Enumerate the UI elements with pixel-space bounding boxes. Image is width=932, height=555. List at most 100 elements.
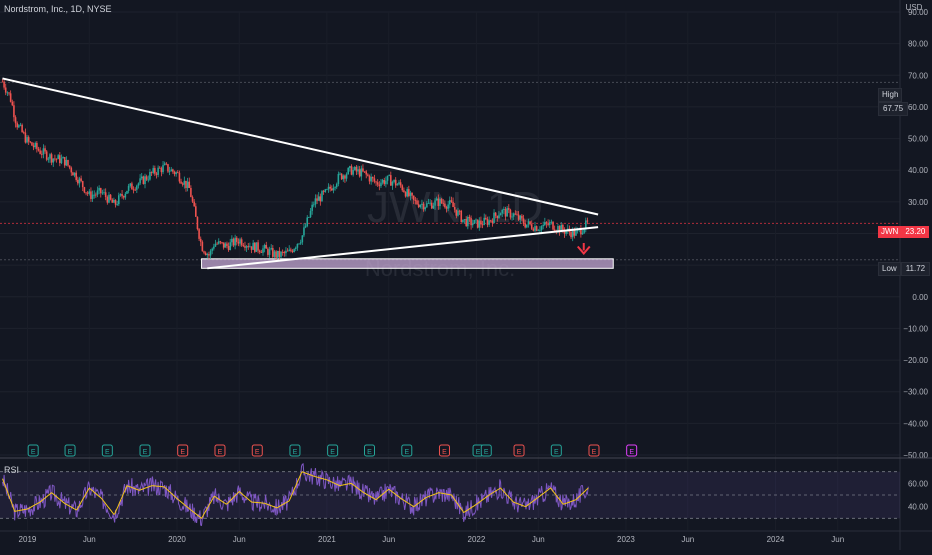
down-arrow-head [576,245,591,256]
candle-body [573,229,576,236]
candle-body [404,192,407,197]
candle-body [424,207,427,210]
candle-body [550,221,553,223]
candle-body [378,184,381,187]
candle-body [526,224,528,228]
candle-body [442,202,445,204]
candle-body [117,195,120,205]
candle-body [147,179,150,181]
candle-body [337,174,340,184]
candle-body [521,215,523,219]
candle-body [483,217,486,225]
candle-body [140,176,143,179]
candle-body [101,192,104,194]
candle-body [234,237,236,246]
high-price-tag: High67.75 [878,88,932,116]
candle-body [22,132,25,133]
candle-body [501,209,504,214]
candle-body [186,181,189,188]
earnings-event-icon [588,444,600,457]
candle-body [88,191,91,194]
candle-body [67,160,69,166]
candle-body [353,166,356,170]
candle-body [34,142,37,148]
candle-body [96,190,99,195]
candle-body [11,101,14,106]
candle-body [467,217,469,227]
candle-body [299,242,302,244]
candle-body [226,243,228,246]
candle-body [18,125,20,128]
upper-trendline [2,77,599,216]
earnings-event-icon [64,444,76,457]
candle-body [52,158,55,163]
candle-body [563,230,566,234]
candle-body [175,172,177,175]
candle-body [532,228,535,231]
candle-body [265,244,268,249]
candle-body [586,220,589,222]
candle-body [489,220,492,222]
candle-body [342,175,345,180]
candles-group [1,79,589,262]
candle-body [430,202,433,209]
candle-body [360,168,363,177]
candle-body [206,254,209,256]
candle-body [542,224,544,227]
candle-body [463,219,466,220]
candle-body [409,192,412,196]
candle-body [376,182,379,185]
candle-body [62,157,64,159]
candle-body [496,215,499,219]
candle-body [145,176,148,180]
candle-body [480,220,482,225]
candle-body [368,175,371,182]
price-tick-label: 80.00 [908,40,929,49]
candle-body [68,165,71,168]
candle-body [127,185,130,191]
candle-body [581,232,584,235]
candle-body [119,194,122,196]
candle-body [229,242,232,251]
candle-body [270,248,272,250]
candle-body [403,190,405,193]
earnings-event-letter: E [330,449,335,456]
candle-body [134,189,136,191]
candle-body [468,217,471,219]
earnings-event-letter: E [442,449,447,456]
candle-body [357,169,359,172]
candle-body [257,242,259,251]
candle-body [267,248,269,255]
candle-body [584,220,587,230]
candle-body [408,189,410,196]
candle-body [157,167,159,175]
candle-body [275,251,277,258]
candle-body [155,173,158,175]
candle-body [252,242,254,250]
candle-body [154,168,156,174]
candle-body [580,228,582,235]
candle-body [113,199,115,203]
candle-body [476,219,479,228]
candle-body [465,219,467,227]
candle-body [209,250,212,256]
candle-body [491,220,494,224]
candle-body [371,176,374,179]
earnings-event-letter: E [255,449,260,456]
candle-body [470,218,472,226]
candle-body [98,188,100,191]
high-tag-value: 67.75 [878,102,909,116]
candle-body [452,201,454,208]
candle-body [507,208,510,210]
candle-body [185,180,187,188]
candle-body [511,216,513,218]
candle-body [1,81,4,83]
candle-body [396,184,399,186]
candle-body [414,200,417,201]
candle-body [4,87,7,93]
candle-body [3,81,5,88]
candle-body [534,226,536,231]
candle-body [545,222,548,224]
candle-body [152,168,155,173]
